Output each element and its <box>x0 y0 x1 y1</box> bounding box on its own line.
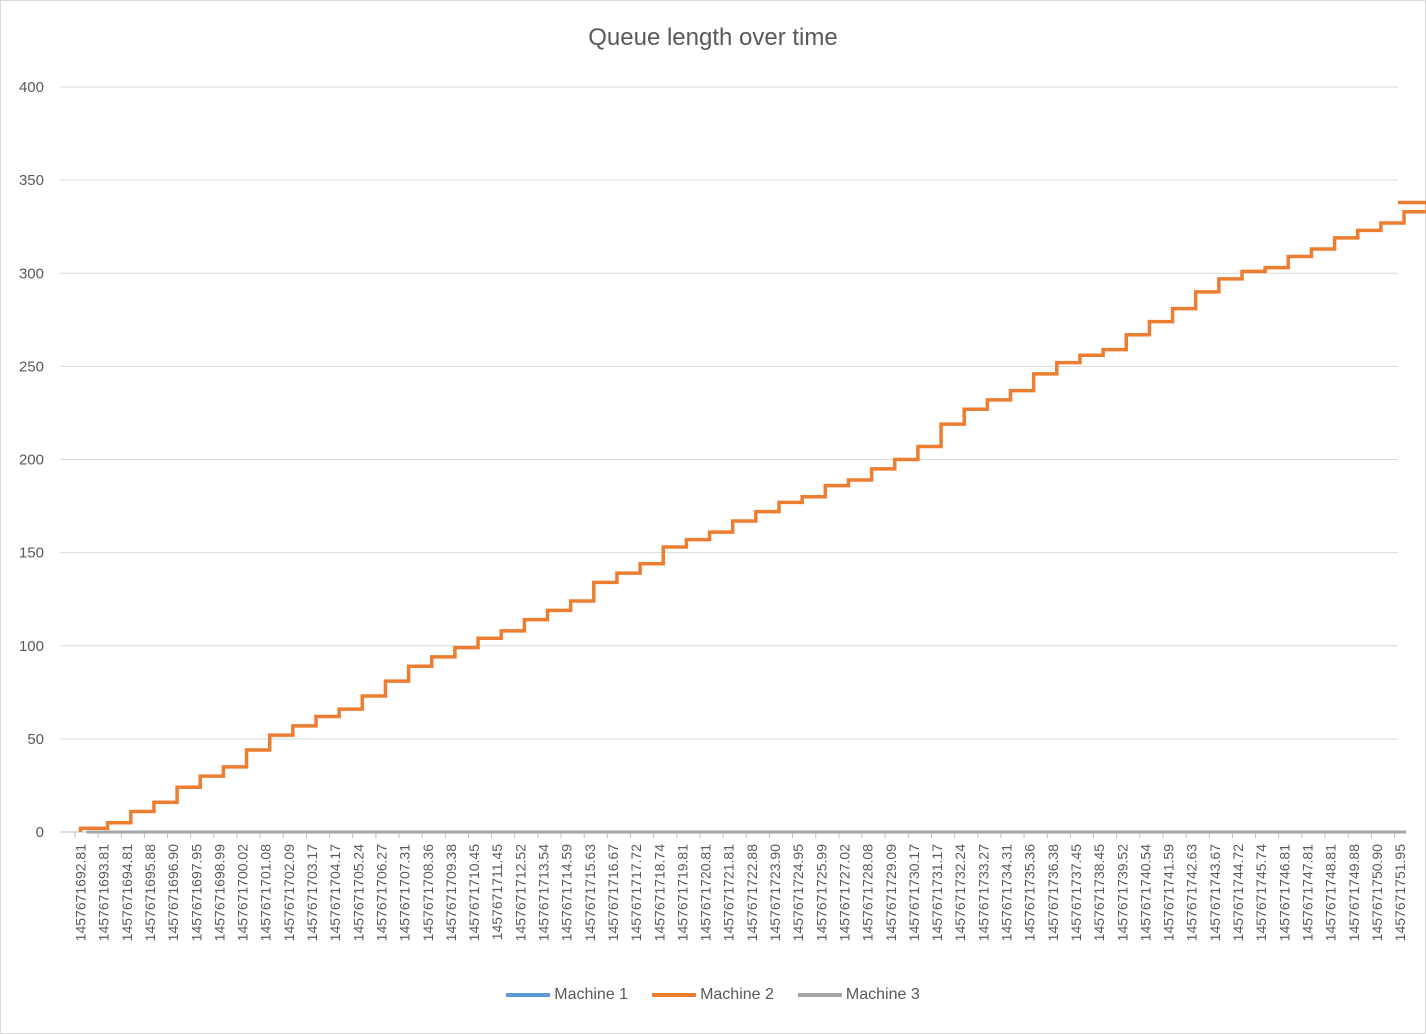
legend-item-machine-2: Machine 2 <box>652 986 774 1004</box>
x-tick-label: 1457671711.45 <box>489 844 505 940</box>
x-tick-label: 1457671748.81 <box>1323 844 1339 942</box>
series-line-machine-2 <box>78 200 1426 832</box>
x-tick-label: 1457671746.81 <box>1276 844 1292 942</box>
x-tick-label: 1457671733.27 <box>975 844 991 942</box>
x-tick-label: 1457671722.88 <box>744 844 760 942</box>
x-tick-label: 1457671694.81 <box>119 844 135 942</box>
y-tick-label: 100 <box>19 638 44 655</box>
x-tick-label: 1457671692.81 <box>73 844 89 942</box>
x-tick-label: 1457671747.81 <box>1299 844 1315 942</box>
x-tick-label: 1457671743.67 <box>1207 844 1223 942</box>
x-tick-label: 1457671702.09 <box>281 844 297 942</box>
y-axis: 0 50 100 150 200 250 300 350 400 <box>19 79 44 841</box>
x-tick-label: 1457671745.74 <box>1253 844 1269 942</box>
y-tick-label: 400 <box>19 79 44 96</box>
x-tick-label: 1457671712.52 <box>512 844 528 942</box>
x-tick-label: 1457671730.17 <box>906 844 922 942</box>
x-tick-label: 1457671738.45 <box>1091 844 1107 942</box>
legend-swatch-machine-2 <box>652 993 697 997</box>
x-tick-label: 1457671697.95 <box>188 844 204 942</box>
x-tick-label: 1457671704.17 <box>327 844 343 942</box>
x-tick-label: 1457671706.27 <box>373 844 389 942</box>
x-tick-label: 1457671719.81 <box>674 844 690 942</box>
gridlines <box>60 86 1398 833</box>
legend-label-machine-3: Machine 3 <box>845 986 920 1003</box>
x-tick-label: 1457671750.90 <box>1369 844 1385 942</box>
x-tick-label: 1457671740.54 <box>1137 844 1153 942</box>
x-tick-label: 1457671725.99 <box>813 844 829 942</box>
x-tick-label: 1457671709.38 <box>443 844 459 942</box>
series-lines <box>78 200 1426 834</box>
y-tick-label: 50 <box>27 731 44 748</box>
x-tick-label: 1457671749.88 <box>1346 844 1362 942</box>
x-tick-label: 1457671734.31 <box>999 844 1015 942</box>
x-tick-label: 1457671717.72 <box>628 844 644 942</box>
legend: Machine 1 Machine 2 Machine 3 <box>0 986 1426 1004</box>
x-tick-label: 1457671742.63 <box>1184 844 1200 942</box>
x-tick-label: 1457671721.81 <box>721 844 737 942</box>
x-tick-label: 1457671737.45 <box>1068 844 1084 942</box>
y-tick-label: 200 <box>19 452 44 469</box>
x-tick-label: 1457671727.02 <box>836 844 852 942</box>
x-tick-label: 1457671710.45 <box>466 844 482 942</box>
x-tick-label: 1457671701.08 <box>258 844 274 942</box>
y-tick-label: 150 <box>19 545 44 562</box>
x-tick-label: 1457671707.31 <box>397 844 413 942</box>
legend-label-machine-1: Machine 1 <box>554 986 629 1003</box>
chart-title: Queue length over time <box>588 24 838 51</box>
x-tick-label: 1457671698.99 <box>211 844 227 942</box>
x-tick-label: 1457671735.36 <box>1022 844 1038 942</box>
y-tick-label: 350 <box>19 172 44 189</box>
x-tick-label: 1457671732.24 <box>952 844 968 942</box>
x-tick-label: 1457671731.17 <box>929 844 945 942</box>
x-tick-label: 1457671751.95 <box>1392 844 1408 942</box>
x-tick-label: 1457671705.24 <box>350 844 366 942</box>
x-tick-label: 1457671696.90 <box>165 844 181 942</box>
x-tick-label: 1457671693.81 <box>96 844 112 942</box>
x-tick-label: 1457671720.81 <box>698 844 714 942</box>
legend-swatch-machine-3 <box>797 993 842 997</box>
x-tick-label: 1457671713.54 <box>536 844 552 942</box>
x-tick-label: 1457671716.67 <box>605 844 621 942</box>
y-tick-label: 250 <box>19 358 44 375</box>
x-tick-label: 1457671718.74 <box>651 844 667 942</box>
legend-item-machine-3: Machine 3 <box>797 986 920 1004</box>
y-tick-label: 0 <box>36 824 44 841</box>
x-tick-label: 1457671708.36 <box>420 844 436 942</box>
x-tick-label: 1457671700.02 <box>235 844 251 942</box>
x-tick-label: 1457671703.17 <box>304 844 320 942</box>
x-tick-label: 1457671728.08 <box>860 844 876 942</box>
x-tick-label: 1457671714.59 <box>559 844 575 942</box>
x-tick-label: 1457671723.90 <box>767 844 783 942</box>
x-tick-label: 1457671744.72 <box>1230 844 1246 942</box>
y-tick-label: 300 <box>19 265 44 282</box>
legend-swatch-machine-1 <box>506 993 551 997</box>
x-tick-label: 1457671695.88 <box>142 844 158 942</box>
x-axis: 1457671692.81 1457671693.81 1457671694.81 1… <box>73 832 1408 942</box>
x-tick-label: 1457671739.52 <box>1114 844 1130 942</box>
x-tick-label: 1457671715.63 <box>582 844 598 942</box>
x-tick-label: 1457671736.38 <box>1045 844 1061 942</box>
x-tick-label: 1457671729.09 <box>883 844 899 942</box>
x-tick-label: 1457671724.95 <box>790 844 806 942</box>
x-tick-label: 1457671741.59 <box>1161 844 1177 942</box>
legend-label-machine-2: Machine 2 <box>700 986 774 1003</box>
legend-item-machine-1: Machine 1 <box>506 986 628 1004</box>
